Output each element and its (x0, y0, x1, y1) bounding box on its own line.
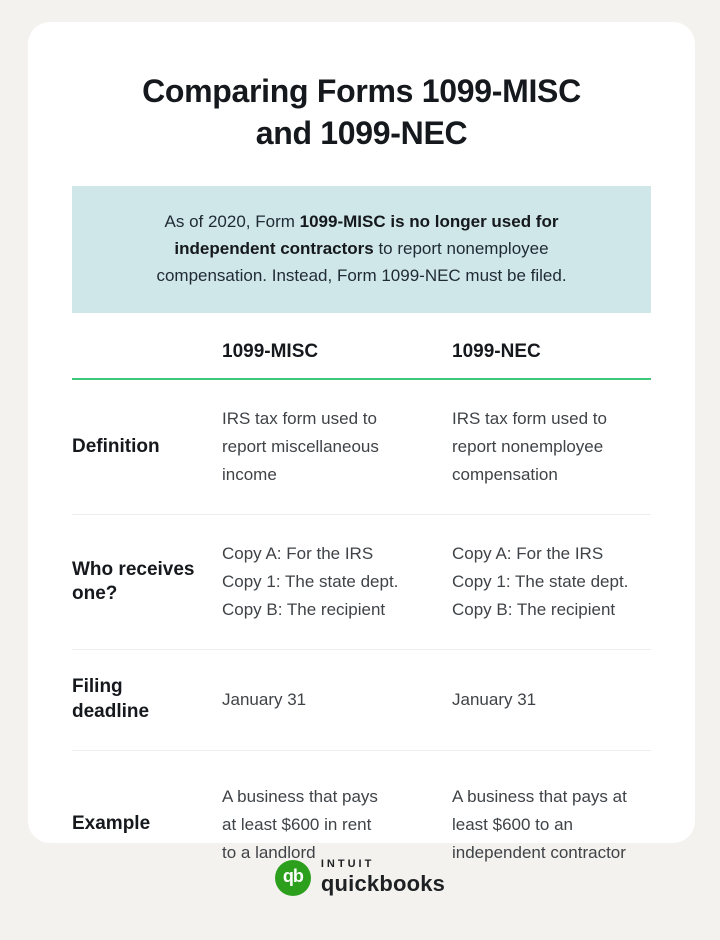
who-receives-nec-cell: Copy A: For the IRS Copy 1: The state de… (452, 540, 651, 624)
cell-line: to a landlord (222, 842, 316, 862)
row-label-definition: Definition (72, 435, 222, 460)
footer-brand: qb INTUIT quickbooks (0, 858, 720, 897)
row-label-line: Filing (72, 676, 123, 698)
cell-line: report nonemployee (452, 437, 604, 457)
cell-line: January 31 (222, 689, 307, 709)
cell-line: income (222, 465, 277, 485)
callout-text-suffix: to report nonemployee compensation. Inst… (156, 239, 567, 286)
table-row-who-receives-one: Who receives one? Copy A: For the IRS Co… (72, 515, 651, 651)
definition-nec-cell: IRS tax form used to report nonemployee … (452, 405, 651, 489)
cell-line: January 31 (452, 689, 537, 709)
row-label-line: one? (72, 583, 118, 605)
row-label-example: Example (72, 812, 222, 837)
comparison-table: 1099-MISC 1099-NEC Definition IRS tax fo… (72, 341, 651, 892)
comparison-card: Comparing Forms 1099-MISC and 1099-NEC A… (28, 22, 695, 862)
definition-misc-cell: IRS tax form used to report miscellaneou… (222, 405, 452, 489)
row-label-who-receives-one: Who receives one? (72, 558, 222, 607)
page-title-line-2: and 1099-NEC (255, 115, 468, 152)
cell-line: Copy 1: The state dept. (222, 572, 399, 592)
table-row-definition: Definition IRS tax form used to report m… (72, 380, 651, 516)
cell-line: A business that pays (222, 786, 378, 806)
row-label-line: Example (72, 813, 151, 835)
cell-line: independent contractor (452, 842, 626, 862)
column-header-1099-misc: 1099-MISC (222, 341, 319, 363)
brand-wordmark: INTUIT quickbooks (321, 858, 445, 897)
cell-line: Copy A: For the IRS (452, 544, 604, 564)
row-label-filing-deadline: Filing deadline (72, 675, 222, 724)
intuit-wordmark: INTUIT (320, 858, 375, 870)
table-row-filing-deadline: Filing deadline January 31 January 31 (72, 650, 651, 751)
table-row-example: Example A business that pays at least $6… (72, 751, 651, 892)
callout-note: As of 2020, Form 1099-MISC is no longer … (72, 186, 651, 314)
quickbooks-monogram: qb (282, 866, 304, 886)
row-label-line: Definition (72, 435, 160, 457)
cell-line: Copy B: The recipient (222, 600, 386, 620)
example-nec-cell: A business that pays at least $600 to an… (452, 783, 651, 867)
cell-line: report miscellaneous (222, 437, 379, 457)
quickbooks-logo-icon: qb (274, 859, 311, 896)
cell-line: compensation (452, 465, 558, 485)
cell-line: IRS tax form used to (452, 409, 607, 429)
example-misc-cell: A business that pays at least $600 in re… (222, 783, 452, 867)
cell-line: at least $600 in rent (222, 814, 372, 834)
cell-line: Copy A: For the IRS (222, 544, 374, 564)
cell-line: A business that pays at (452, 786, 627, 806)
quickbooks-wordmark: quickbooks (320, 871, 446, 896)
row-label-line: deadline (72, 701, 150, 723)
page-title: Comparing Forms 1099-MISC and 1099-NEC (72, 70, 651, 154)
callout-text-bold: 1099-MISC is no longer used for independ… (174, 212, 559, 259)
row-label-line: Who receives (72, 558, 195, 580)
column-header-1099-nec: 1099-NEC (452, 341, 541, 363)
filing-deadline-nec-cell: January 31 (452, 686, 651, 714)
page-title-line-1: Comparing Forms 1099-MISC (142, 73, 581, 109)
cell-line: Copy B: The recipient (452, 600, 616, 620)
cell-line: Copy 1: The state dept. (452, 572, 629, 592)
filing-deadline-misc-cell: January 31 (222, 686, 452, 714)
table-header-row: 1099-MISC 1099-NEC (72, 341, 651, 381)
cell-line: IRS tax form used to (222, 409, 377, 429)
cell-line: least $600 to an (452, 814, 573, 834)
who-receives-misc-cell: Copy A: For the IRS Copy 1: The state de… (222, 540, 452, 624)
callout-text-prefix: As of 2020, Form (164, 212, 300, 232)
